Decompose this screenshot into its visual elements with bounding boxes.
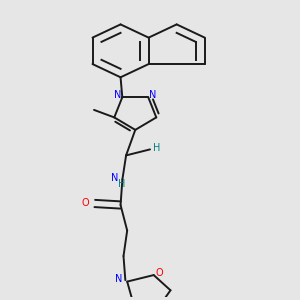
Text: O: O bbox=[156, 268, 164, 278]
Text: H: H bbox=[153, 143, 160, 153]
Text: H: H bbox=[118, 179, 125, 189]
Text: O: O bbox=[82, 199, 89, 208]
Text: N: N bbox=[149, 90, 156, 100]
Text: N: N bbox=[114, 90, 122, 100]
Text: N: N bbox=[115, 274, 122, 284]
Text: N: N bbox=[111, 173, 118, 183]
